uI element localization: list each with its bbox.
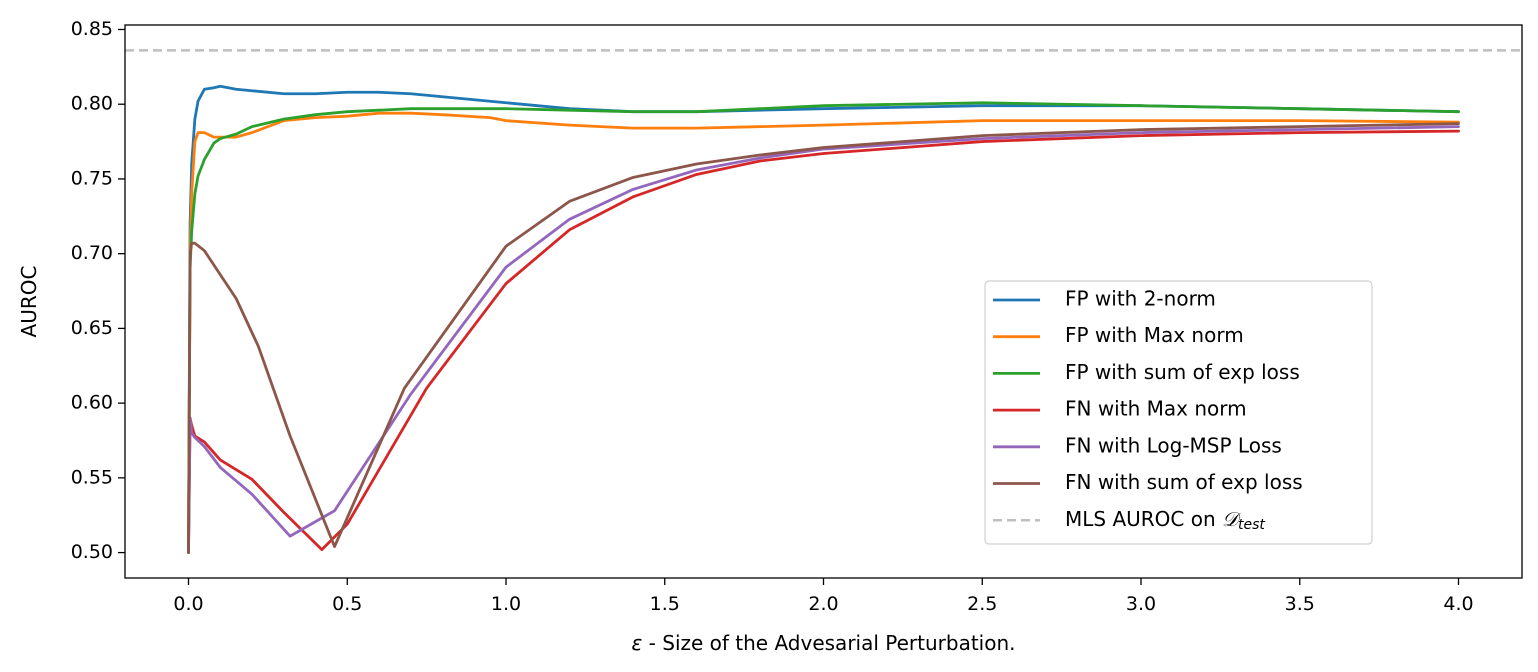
series-line-2: [187, 111, 1460, 554]
y-tick-label: 0.75: [71, 167, 113, 189]
y-tick-label: 0.65: [71, 317, 113, 339]
x-tick-label: 2.0: [808, 593, 838, 615]
x-tick-label: 3.0: [1126, 593, 1156, 615]
legend-label: FN with Log-MSP Loss: [1065, 433, 1282, 457]
legend-items: FP with 2-norm FP with Max norm FP with su…: [993, 287, 1303, 494]
x-tick-label: 0.0: [173, 593, 203, 615]
legend-box: [984, 280, 1373, 545]
series-line-1: [187, 84, 1460, 554]
y-axis: 0.50 0.55 0.60 0.65 0.70 0.75 0.80 0.85: [71, 18, 125, 563]
legend-label-reference: MLS AUROC on 𝒟test: [1065, 507, 1265, 534]
y-tick-label: 0.50: [71, 541, 113, 563]
y-tick-label: 0.85: [71, 18, 113, 40]
x-axis-label: ε - Size of the Advesarial Perturbation.: [632, 631, 1016, 655]
y-tick-label: 0.80: [71, 93, 113, 115]
legend-label: FP with Max norm: [1065, 323, 1244, 347]
legend: FP with 2-norm FP with Max norm FP with su…: [984, 280, 1373, 545]
series-line-6: [187, 122, 1460, 554]
x-tick-label: 0.5: [332, 593, 362, 615]
x-tick-label: 1.5: [650, 593, 680, 615]
y-axis-label: AUROC: [17, 266, 41, 338]
x-axis-label-text: - Size of the Advesarial Perturbation.: [642, 631, 1015, 655]
plot-content: [125, 49, 1522, 554]
legend-entry-reference: MLS AUROC on 𝒟test: [993, 507, 1265, 534]
y-tick-label: 0.70: [71, 242, 113, 264]
x-tick-label: 1.0: [491, 593, 521, 615]
legend-label-reference-prefix: MLS AUROC on: [1065, 507, 1222, 531]
y-tick-label: 0.55: [71, 466, 113, 488]
x-tick-label: 2.5: [967, 593, 997, 615]
x-axis: 0.0 0.5 1.0 1.5 2.0 2.5 3.0 3.5 4.0: [173, 578, 1474, 615]
legend-label: FP with 2-norm: [1065, 287, 1216, 311]
legend-label-reference-symbol: 𝒟: [1222, 507, 1242, 531]
legend-label: FP with sum of exp loss: [1065, 360, 1300, 384]
legend-label: FN with Max norm: [1065, 397, 1247, 421]
x-axis-label-symbol: ε: [632, 631, 643, 655]
series-line-4: [187, 129, 1460, 554]
legend-label-reference-subscript: test: [1238, 517, 1265, 533]
legend-label: FN with sum of exp loss: [1065, 470, 1303, 494]
series-line-3: [187, 101, 1460, 554]
y-tick-label: 0.60: [71, 392, 113, 414]
x-tick-label: 4.0: [1443, 593, 1473, 615]
series-line-5: [187, 125, 1460, 554]
x-tick-label: 3.5: [1285, 593, 1315, 615]
